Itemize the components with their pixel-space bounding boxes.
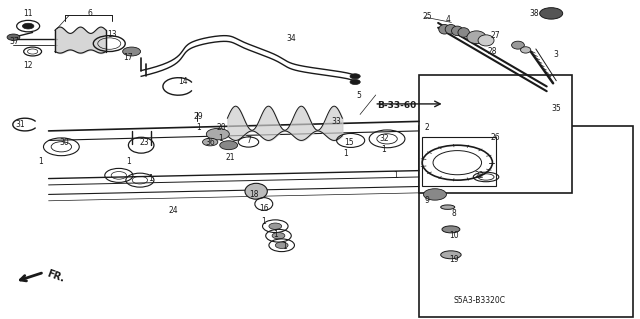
Circle shape	[7, 34, 20, 41]
Circle shape	[275, 242, 288, 249]
Text: 29: 29	[194, 112, 204, 121]
Text: 5: 5	[356, 92, 361, 100]
Circle shape	[540, 8, 563, 19]
Circle shape	[424, 189, 447, 200]
Circle shape	[202, 138, 218, 146]
Text: B-33-60: B-33-60	[378, 101, 417, 110]
Bar	[422, 137, 495, 187]
Circle shape	[123, 47, 141, 56]
Text: 38: 38	[529, 9, 539, 18]
Ellipse shape	[520, 47, 531, 53]
Text: 11: 11	[24, 9, 33, 18]
Ellipse shape	[439, 25, 451, 34]
Text: 2: 2	[425, 123, 429, 132]
Text: 30: 30	[60, 137, 69, 146]
Text: 15: 15	[344, 137, 353, 146]
Text: FR.: FR.	[45, 268, 66, 284]
Text: 31: 31	[15, 120, 25, 129]
Text: 1: 1	[343, 149, 348, 158]
Text: 9: 9	[425, 196, 429, 205]
Text: 1: 1	[126, 157, 131, 166]
Text: 6: 6	[88, 9, 93, 18]
Text: 1: 1	[381, 145, 386, 154]
Text: 1: 1	[261, 217, 266, 226]
Text: 27: 27	[491, 31, 500, 40]
Ellipse shape	[458, 28, 469, 37]
Ellipse shape	[445, 25, 457, 34]
Ellipse shape	[511, 41, 524, 49]
Text: 32: 32	[379, 134, 388, 143]
Text: 17: 17	[124, 53, 133, 62]
Circle shape	[350, 74, 360, 79]
Text: 28: 28	[488, 47, 497, 56]
Ellipse shape	[441, 251, 461, 259]
Circle shape	[206, 128, 229, 140]
Ellipse shape	[478, 35, 494, 46]
Text: 1: 1	[219, 134, 223, 143]
Text: 25: 25	[422, 12, 432, 21]
Text: 35: 35	[552, 104, 561, 113]
Text: 33: 33	[331, 117, 341, 126]
Text: 1: 1	[393, 171, 397, 180]
Text: 7: 7	[246, 136, 251, 145]
Text: 14: 14	[178, 77, 188, 86]
Circle shape	[272, 233, 285, 239]
Text: 3: 3	[554, 50, 559, 59]
Bar	[419, 126, 633, 317]
Text: 10: 10	[449, 231, 459, 240]
Text: 13: 13	[108, 30, 117, 39]
Text: 24: 24	[168, 206, 178, 215]
Text: 4: 4	[445, 15, 450, 24]
Text: 34: 34	[286, 34, 296, 43]
Ellipse shape	[467, 31, 486, 44]
Text: 18: 18	[250, 190, 259, 199]
Ellipse shape	[452, 26, 463, 36]
Text: 1: 1	[196, 123, 201, 132]
Text: 22: 22	[475, 171, 484, 180]
Circle shape	[22, 23, 34, 29]
Circle shape	[350, 79, 360, 85]
Text: S5A3-B3320C: S5A3-B3320C	[454, 296, 506, 305]
Text: 1: 1	[38, 157, 44, 166]
Bar	[419, 75, 572, 193]
Text: 16: 16	[259, 204, 269, 213]
Text: 1: 1	[273, 230, 278, 239]
Text: 19: 19	[449, 255, 459, 264]
Circle shape	[269, 223, 282, 229]
Text: 8: 8	[452, 209, 456, 218]
Text: 23: 23	[140, 137, 149, 146]
Text: 1: 1	[282, 242, 287, 251]
Text: 21: 21	[226, 153, 236, 162]
Circle shape	[220, 141, 237, 150]
Ellipse shape	[442, 226, 460, 233]
Text: 36: 36	[205, 137, 215, 146]
Text: 20: 20	[216, 123, 226, 132]
Text: 12: 12	[24, 61, 33, 70]
Text: 26: 26	[491, 133, 500, 142]
Text: 37: 37	[10, 38, 20, 47]
Ellipse shape	[245, 183, 268, 199]
Text: 1: 1	[148, 174, 153, 183]
Ellipse shape	[441, 205, 455, 209]
